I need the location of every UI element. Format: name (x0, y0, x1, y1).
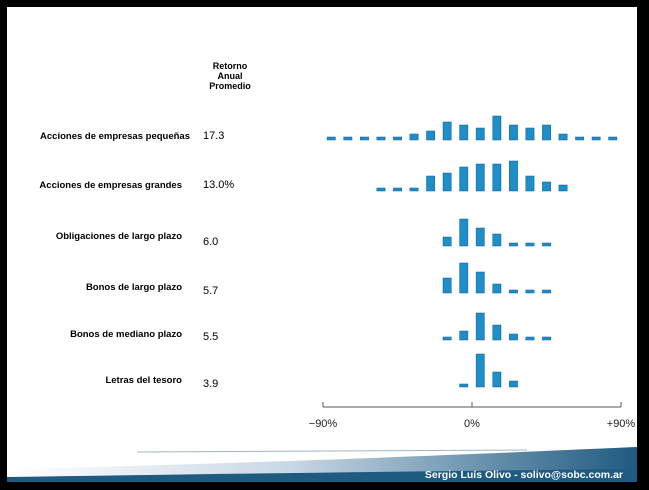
histogram-bar-row1-bin4 (442, 172, 452, 192)
footer-band (7, 447, 637, 482)
histogram-bar-row3-bin0 (442, 277, 452, 294)
row-label-long-term-bonds: Bonos de largo plazo (85, 282, 182, 293)
row-value-small-stocks: 17.3 (203, 130, 225, 142)
histogram-bar-row3-bin4 (509, 289, 518, 294)
histogram-bar-row0-bin13 (542, 124, 551, 141)
histogram-bar-row5-bin2 (492, 371, 502, 388)
row-label-small-stocks: Acciones de empresas pequeñas (40, 131, 190, 142)
row-label-large-stocks: Acciones de empresas grandes (39, 180, 182, 191)
slide-panel: Retorno Anual Promedio Acciones de empre… (7, 7, 637, 482)
row-label-corporate-bonds: Obligaciones de largo plazo (55, 231, 182, 242)
histogram-bar-row4-bin6 (542, 336, 551, 341)
histogram-bar-row1-bin5 (459, 166, 469, 192)
histogram-bar-row0-bin4 (393, 136, 402, 141)
histogram-bar-row4-bin3 (492, 324, 502, 341)
histogram-bar-row4-bin0 (442, 336, 452, 341)
histogram-bar-row0-bin2 (360, 136, 369, 141)
histogram-bar-row1-bin3 (426, 175, 436, 192)
histogram-bar-row2-bin2 (475, 227, 485, 247)
row-value-treasury-bills: 3.9 (203, 378, 219, 390)
x-tick-label-0: −90% (309, 418, 338, 430)
row-label-treasury-bills: Letras del tesoro (105, 375, 182, 386)
header-line-1: Retorno (212, 61, 248, 71)
row-label-intermediate-bonds: Bonos de mediano plazo (70, 329, 182, 340)
histogram-bar-row0-bin7 (442, 121, 452, 141)
histogram-bar-row2-bin4 (509, 242, 518, 247)
histogram-bar-row4-bin1 (459, 330, 469, 341)
histogram-bar-row5-bin1 (475, 353, 485, 388)
column-header: Retorno Anual Promedio (195, 61, 265, 91)
histogram-bar-row2-bin0 (442, 236, 452, 247)
histogram-bar-row4-bin4 (509, 333, 518, 341)
histogram-bar-row5-bin3 (509, 380, 518, 388)
header-line-3: Promedio (209, 81, 251, 91)
histogram-bar-row0-bin1 (343, 136, 353, 141)
histogram-bar-row0-bin8 (459, 124, 469, 141)
histogram-bar-row0-bin10 (492, 115, 502, 141)
histogram-bar-row0-bin6 (426, 130, 436, 141)
row-value-long-term-bonds: 5.7 (203, 285, 219, 297)
histogram-bar-row1-bin11 (558, 184, 568, 192)
histogram-bar-row4-bin5 (525, 336, 535, 341)
histogram-bar-row3-bin2 (475, 271, 485, 294)
histogram-bar-row0-bin15 (575, 136, 585, 141)
histogram-bar-row1-bin2 (409, 187, 419, 192)
histogram-bar-row0-bin12 (525, 127, 535, 141)
histogram-bar-row5-bin0 (459, 383, 469, 388)
histogram-bar-row3-bin6 (542, 289, 551, 294)
histogram-bar-row1-bin9 (525, 175, 535, 192)
histogram-bar-row0-bin17 (608, 136, 618, 141)
histogram-bar-row2-bin3 (492, 233, 502, 247)
row-value-intermediate-bonds: 5.5 (203, 331, 219, 343)
header-line-2: Anual (217, 71, 243, 81)
histogram-bar-row3-bin5 (525, 289, 535, 294)
histogram-bar-row4-bin2 (475, 312, 485, 341)
histogram-bar-row0-bin16 (591, 136, 601, 141)
row-value-corporate-bonds: 6.0 (203, 236, 219, 248)
footer-credit: Sergio Luís Olivo - solivo@sobc.com.ar (424, 469, 623, 481)
histogram-bar-row3-bin1 (459, 262, 469, 294)
histogram-bar-row0-bin11 (509, 124, 518, 141)
histogram-bar-row3-bin3 (492, 283, 502, 294)
histogram-bar-row1-bin10 (542, 181, 551, 192)
histogram-bar-row1-bin8 (509, 160, 518, 192)
histogram-bar-row0-bin3 (376, 136, 386, 141)
row-value-large-stocks: 13.0% (203, 179, 235, 191)
return-distribution-chart: −90% 0% +90% (309, 115, 636, 430)
histogram-bar-row2-bin1 (459, 218, 469, 247)
histogram-bar-row2-bin6 (542, 242, 551, 247)
histogram-bar-row1-bin6 (475, 163, 485, 192)
histogram-bar-row1-bin1 (393, 187, 402, 192)
histogram-bar-row0-bin14 (558, 133, 568, 141)
histogram-bar-row0-bin0 (326, 136, 336, 141)
x-tick-label-1: 0% (464, 418, 480, 430)
histogram-bar-row0-bin5 (409, 133, 419, 141)
histogram-bar-row2-bin5 (525, 242, 535, 247)
x-tick-label-2: +90% (607, 418, 636, 430)
histogram-bar-row0-bin9 (475, 127, 485, 141)
histogram-bar-row1-bin0 (376, 187, 386, 192)
histogram-bar-row1-bin7 (492, 163, 502, 192)
